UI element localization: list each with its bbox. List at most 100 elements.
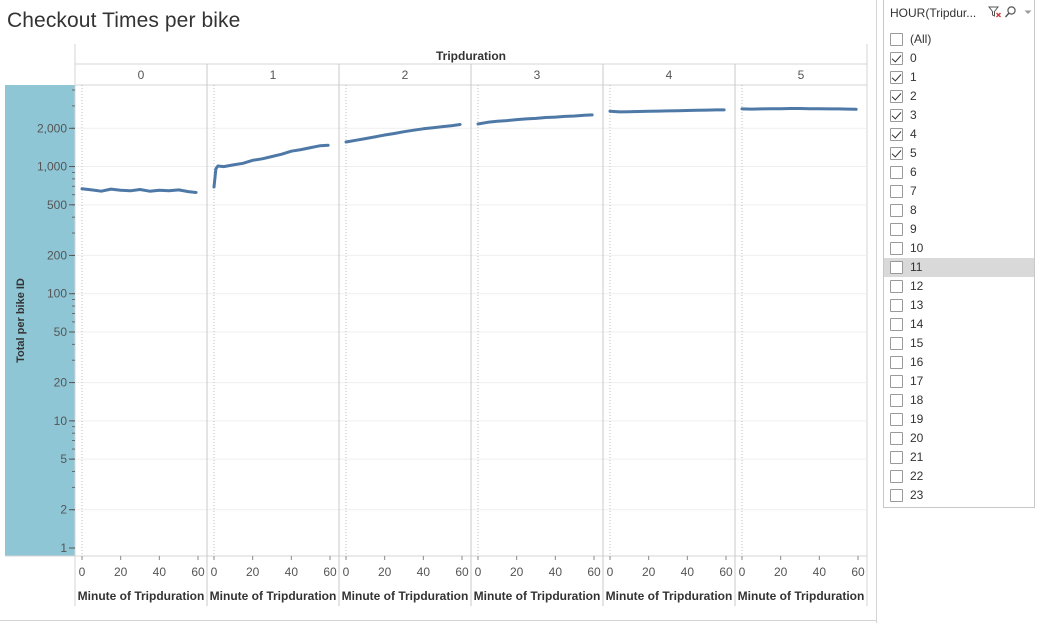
- data-point: [486, 121, 489, 124]
- data-point: [534, 117, 538, 120]
- filter-item[interactable]: 19: [884, 410, 1034, 429]
- filter-item[interactable]: 23: [884, 486, 1034, 505]
- filter-checkbox[interactable]: [890, 223, 903, 236]
- filter-item[interactable]: 1: [884, 68, 1034, 87]
- x-tick-label: 40: [417, 565, 431, 579]
- filter-checkbox[interactable]: [890, 489, 903, 502]
- filter-item[interactable]: 10: [884, 239, 1034, 258]
- filter-item[interactable]: 0: [884, 49, 1034, 68]
- filter-checkbox[interactable]: [890, 204, 903, 217]
- filter-item[interactable]: 15: [884, 334, 1034, 353]
- filter-checkbox[interactable]: [890, 166, 903, 179]
- clear-filter-icon[interactable]: [987, 5, 1002, 19]
- data-point: [364, 137, 367, 140]
- x-tick-label: 0: [79, 565, 86, 579]
- panel-header-label: 4: [666, 68, 673, 82]
- chevron-down-icon[interactable]: [1021, 5, 1035, 19]
- filter-item-label: 8: [910, 203, 917, 217]
- filter-checkbox[interactable]: [890, 394, 903, 407]
- filter-checkbox[interactable]: [890, 432, 903, 445]
- filter-item[interactable]: 6: [884, 163, 1034, 182]
- filter-checkbox[interactable]: [890, 33, 903, 46]
- data-point: [326, 144, 330, 147]
- filter-item-label: 16: [910, 355, 924, 369]
- data-point: [563, 115, 567, 118]
- filter-item[interactable]: 8: [884, 201, 1034, 220]
- filter-checkbox[interactable]: [890, 52, 903, 65]
- data-point: [544, 116, 547, 119]
- filter-checkbox[interactable]: [890, 185, 903, 198]
- data-point: [827, 107, 831, 111]
- filter-item-label: 7: [910, 184, 917, 198]
- filter-checkbox[interactable]: [890, 375, 903, 388]
- filter-item[interactable]: 17: [884, 372, 1034, 391]
- data-point: [789, 107, 792, 110]
- filter-checkbox[interactable]: [890, 242, 903, 255]
- filter-item[interactable]: 18: [884, 391, 1034, 410]
- data-point: [608, 110, 612, 113]
- y-tick-label: 10: [54, 414, 68, 428]
- x-tick-label: 60: [455, 565, 469, 579]
- data-point: [722, 108, 726, 112]
- data-point: [261, 157, 264, 160]
- filter-item[interactable]: 12: [884, 277, 1034, 296]
- filter-item-label: 14: [910, 317, 924, 331]
- filter-item[interactable]: 22: [884, 467, 1034, 486]
- filter-item[interactable]: 4: [884, 125, 1034, 144]
- data-point: [393, 132, 396, 135]
- filter-item-label: 9: [910, 222, 917, 236]
- filter-checkbox[interactable]: [890, 451, 903, 464]
- filter-item[interactable]: 2: [884, 87, 1034, 106]
- filter-checkbox[interactable]: [890, 147, 903, 160]
- filter-checkbox[interactable]: [890, 470, 903, 483]
- filter-checkbox[interactable]: [890, 280, 903, 293]
- worksheet-view: Checkout Times per bike Tripduration Tota…: [0, 0, 876, 623]
- search-icon[interactable]: [1004, 5, 1018, 19]
- data-point: [280, 153, 283, 156]
- data-point: [194, 191, 198, 194]
- filter-item[interactable]: 20: [884, 429, 1034, 448]
- y-tick-label: 1: [60, 541, 67, 555]
- filter-item[interactable]: 3: [884, 106, 1034, 125]
- filter-item-label: 18: [910, 393, 924, 407]
- filter-item[interactable]: 16: [884, 353, 1034, 372]
- data-point: [344, 140, 348, 144]
- data-point: [740, 107, 744, 111]
- filter-checkbox[interactable]: [890, 318, 903, 331]
- filter-item[interactable]: 5: [884, 144, 1034, 163]
- data-point: [779, 107, 782, 110]
- filter-checkbox[interactable]: [890, 261, 903, 274]
- filter-item-label: 3: [910, 108, 917, 122]
- x-tick-label: 20: [642, 565, 656, 579]
- filter-item[interactable]: 11: [884, 258, 1034, 277]
- filter-checkbox[interactable]: [890, 299, 903, 312]
- filter-item[interactable]: 13: [884, 296, 1034, 315]
- filter-item[interactable]: (All): [884, 30, 1034, 49]
- data-point: [216, 164, 220, 168]
- filter-item-label: 23: [910, 488, 924, 502]
- filter-checkbox[interactable]: [890, 109, 903, 122]
- data-point: [847, 107, 850, 111]
- data-point: [760, 107, 763, 111]
- filter-item[interactable]: 9: [884, 220, 1034, 239]
- data-point: [686, 109, 689, 112]
- view-border: [0, 620, 877, 621]
- filter-checkbox[interactable]: [890, 128, 903, 141]
- y-tick-label: 1,000: [37, 160, 67, 174]
- data-point: [769, 107, 773, 110]
- filter-checkbox[interactable]: [890, 413, 903, 426]
- filter-item[interactable]: 14: [884, 315, 1034, 334]
- filter-item[interactable]: 21: [884, 448, 1034, 467]
- filter-checkbox[interactable]: [890, 337, 903, 350]
- x-tick-label: 60: [323, 565, 337, 579]
- data-point: [431, 126, 435, 129]
- filter-checkbox[interactable]: [890, 356, 903, 369]
- data-point: [177, 188, 180, 192]
- filter-item-label: 20: [910, 431, 924, 445]
- data-point: [854, 108, 858, 111]
- filter-checkbox[interactable]: [890, 90, 903, 103]
- data-point: [750, 107, 753, 111]
- filter-item[interactable]: 7: [884, 182, 1034, 201]
- filter-checkbox[interactable]: [890, 71, 903, 84]
